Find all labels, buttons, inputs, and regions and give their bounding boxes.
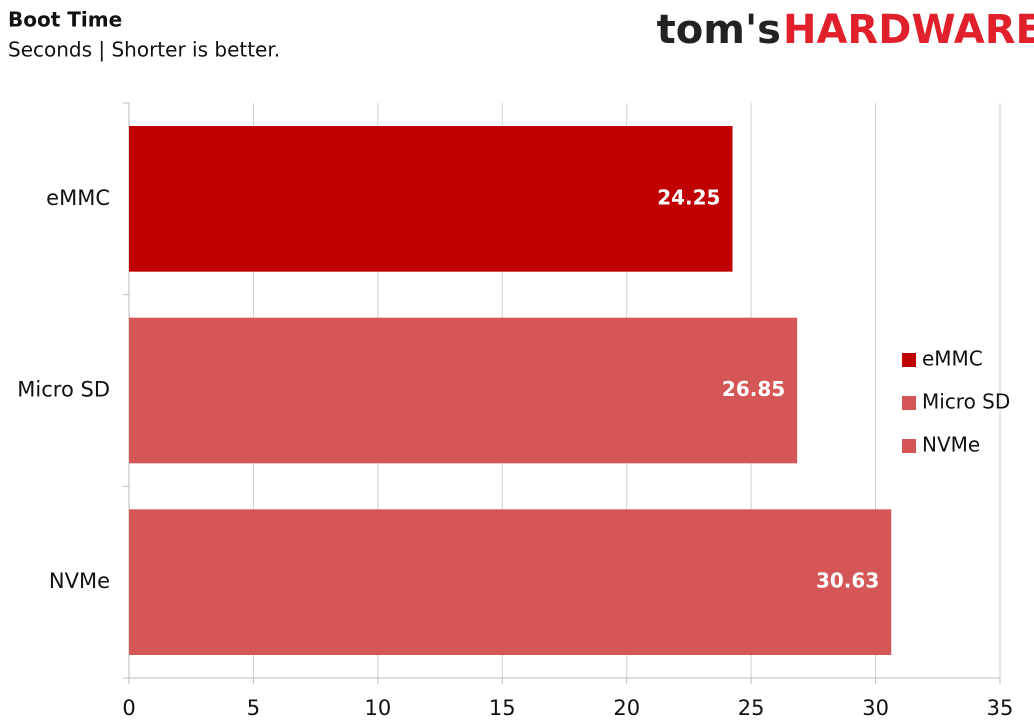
y-tick-label: eMMC bbox=[46, 186, 110, 210]
x-tick-label: 10 bbox=[364, 696, 391, 720]
value-label: 26.85 bbox=[722, 377, 785, 401]
legend-label: Micro SD bbox=[922, 390, 1010, 414]
bar bbox=[129, 317, 798, 464]
chart-subtitle: Seconds | Shorter is better. bbox=[8, 38, 280, 62]
x-tick-label: 20 bbox=[613, 696, 640, 720]
x-tick-label: 0 bbox=[122, 696, 135, 720]
legend-swatch bbox=[902, 396, 916, 410]
bar bbox=[129, 509, 892, 655]
x-tick-label: 35 bbox=[987, 696, 1014, 720]
x-tick-label: 30 bbox=[862, 696, 889, 720]
x-tick-label: 5 bbox=[247, 696, 260, 720]
logo-right: HARDWARE bbox=[783, 7, 1034, 53]
legend-label: eMMC bbox=[922, 347, 983, 371]
value-label: 24.25 bbox=[657, 185, 720, 209]
bar bbox=[129, 126, 733, 272]
x-tick-label: 15 bbox=[489, 696, 516, 720]
chart-title: Boot Time bbox=[8, 8, 122, 32]
legend-label: NVMe bbox=[922, 433, 980, 457]
y-tick-label: NVMe bbox=[49, 569, 110, 593]
legend-swatch bbox=[902, 353, 916, 367]
logo-left: tom's bbox=[657, 7, 781, 53]
y-tick-label: Micro SD bbox=[17, 378, 110, 402]
value-label: 30.63 bbox=[816, 569, 879, 593]
legend-swatch bbox=[902, 439, 916, 453]
x-tick-label: 25 bbox=[738, 696, 765, 720]
